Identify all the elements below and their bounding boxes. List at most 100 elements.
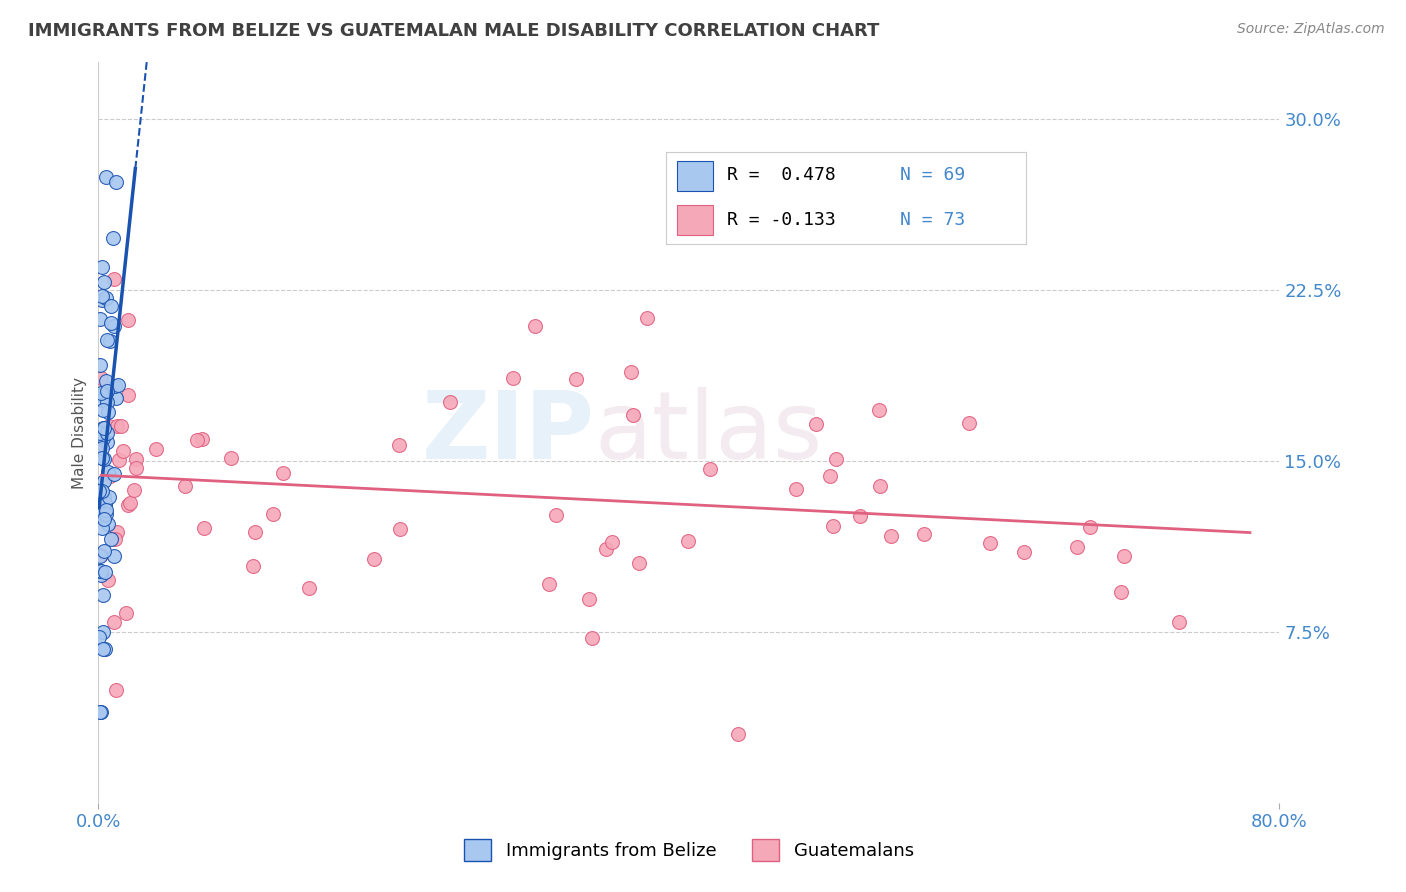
Point — [117, 388, 139, 402]
Point — [107, 378, 129, 392]
Point — [93, 641, 115, 656]
Point — [823, 519, 845, 533]
Point — [524, 318, 547, 333]
Text: N = 69: N = 69 — [900, 166, 965, 185]
Point — [363, 551, 385, 566]
Point — [105, 525, 128, 540]
Point — [93, 451, 115, 466]
Point — [114, 606, 136, 620]
Point — [91, 387, 114, 401]
Point — [93, 512, 115, 526]
Point — [90, 385, 112, 400]
Point — [94, 374, 117, 388]
Point — [93, 544, 115, 558]
Point — [104, 379, 127, 393]
Point — [388, 522, 411, 536]
Point — [957, 416, 980, 430]
Point — [124, 461, 146, 475]
Point — [849, 508, 872, 523]
Point — [118, 495, 141, 509]
Point — [125, 452, 148, 467]
Point — [94, 496, 117, 510]
Point — [636, 311, 658, 326]
Point — [98, 490, 121, 504]
Text: IMMIGRANTS FROM BELIZE VS GUATEMALAN MALE DISABILITY CORRELATION CHART: IMMIGRANTS FROM BELIZE VS GUATEMALAN MAL… — [28, 22, 880, 40]
Point — [90, 425, 112, 440]
Point — [90, 564, 112, 578]
Point — [595, 541, 617, 556]
Point — [97, 466, 120, 480]
Point — [105, 419, 128, 434]
Point — [94, 389, 117, 403]
Point — [620, 365, 643, 379]
Point — [91, 429, 114, 443]
Point — [90, 521, 112, 535]
Point — [105, 682, 128, 697]
Point — [93, 490, 115, 504]
Point — [727, 727, 749, 741]
Legend: Immigrants from Belize, Guatemalans: Immigrants from Belize, Guatemalans — [457, 831, 921, 868]
Point — [868, 402, 890, 417]
Point — [105, 391, 128, 405]
Point — [90, 485, 112, 500]
Point — [98, 419, 121, 434]
Point — [502, 370, 524, 384]
Point — [89, 359, 111, 373]
Point — [122, 483, 145, 497]
Point — [91, 624, 114, 639]
Point — [91, 483, 114, 498]
Point — [1066, 540, 1088, 554]
Point — [1109, 584, 1132, 599]
Point — [103, 271, 125, 285]
Point — [94, 503, 117, 517]
Point — [91, 641, 114, 656]
Point — [880, 529, 903, 543]
Text: R =  0.478: R = 0.478 — [727, 166, 837, 185]
Point — [699, 462, 721, 476]
Text: ZIP: ZIP — [422, 386, 595, 479]
Point — [91, 441, 114, 455]
Point — [90, 371, 112, 385]
Point — [90, 508, 112, 522]
Point — [89, 705, 111, 719]
Point — [621, 408, 644, 422]
Point — [91, 588, 114, 602]
Point — [600, 535, 623, 549]
Point — [103, 549, 125, 564]
Point — [94, 507, 117, 521]
Point — [804, 417, 827, 431]
Point — [537, 577, 560, 591]
Point — [89, 630, 111, 644]
Point — [825, 452, 848, 467]
Text: Source: ZipAtlas.com: Source: ZipAtlas.com — [1237, 22, 1385, 37]
Point — [1012, 545, 1035, 559]
Point — [100, 533, 122, 547]
Point — [94, 566, 117, 580]
Point — [578, 592, 600, 607]
Point — [173, 479, 195, 493]
Point — [678, 534, 700, 549]
Point — [110, 418, 132, 433]
Point — [103, 319, 125, 334]
FancyBboxPatch shape — [676, 161, 713, 191]
Point — [818, 469, 841, 483]
Point — [439, 395, 461, 409]
Point — [869, 478, 891, 492]
Point — [96, 426, 118, 441]
Point — [93, 421, 115, 435]
Point — [93, 475, 115, 489]
Point — [564, 371, 586, 385]
Point — [117, 313, 139, 327]
Point — [628, 556, 651, 570]
Point — [90, 437, 112, 451]
Point — [89, 549, 111, 564]
Point — [91, 260, 114, 274]
Point — [979, 535, 1001, 549]
Text: atlas: atlas — [595, 386, 823, 479]
Point — [89, 311, 111, 326]
Point — [93, 275, 115, 289]
Point — [193, 521, 215, 535]
Point — [98, 469, 121, 483]
Point — [103, 467, 125, 481]
Point — [1112, 549, 1135, 563]
